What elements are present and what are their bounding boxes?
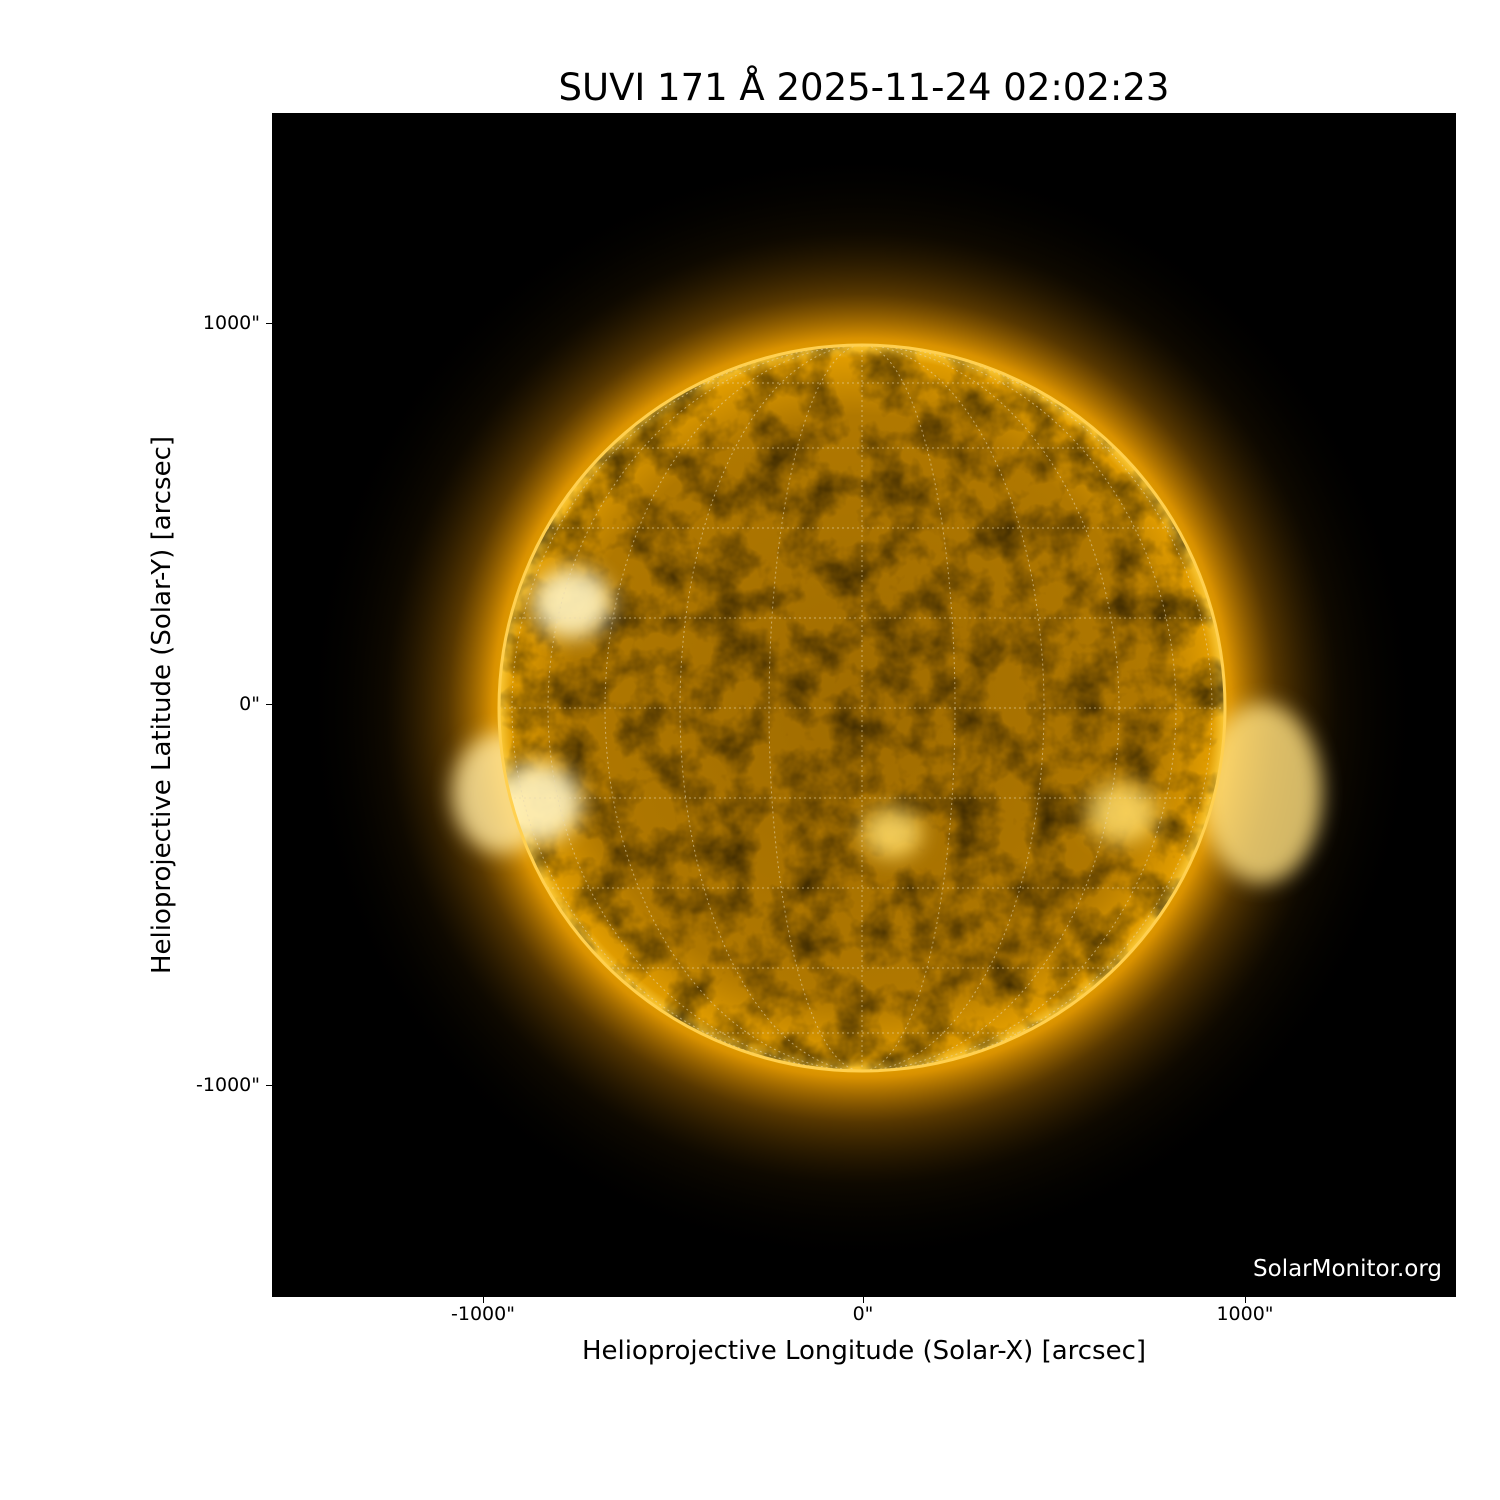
plot-title: SUVI 171 Å 2025-11-24 02:02:23 <box>558 66 1170 109</box>
y-axis-label: Helioprojective Latitude (Solar-Y) [arcs… <box>147 435 177 975</box>
y-tick-label: 1000" <box>202 312 260 334</box>
y-tick-label: -1000" <box>196 1074 260 1096</box>
x-tick-label: 0" <box>852 1303 874 1325</box>
sun-image <box>302 148 1422 1268</box>
solar-image-axes: SolarMonitor.org <box>272 113 1456 1297</box>
heliographic-grid <box>499 345 1225 1071</box>
watermark: SolarMonitor.org <box>1253 1256 1442 1282</box>
x-tick-mark <box>863 1297 864 1303</box>
x-tick-mark <box>1245 1297 1246 1303</box>
x-tick-label: -1000" <box>451 1303 515 1325</box>
y-tick-mark <box>266 704 272 705</box>
x-tick-mark <box>483 1297 484 1303</box>
x-axis-label: Helioprojective Longitude (Solar-X) [arc… <box>581 1336 1147 1366</box>
y-tick-label: 0" <box>239 693 260 715</box>
x-tick-label: 1000" <box>1216 1303 1274 1325</box>
y-tick-mark <box>266 1085 272 1086</box>
y-tick-mark <box>266 323 272 324</box>
